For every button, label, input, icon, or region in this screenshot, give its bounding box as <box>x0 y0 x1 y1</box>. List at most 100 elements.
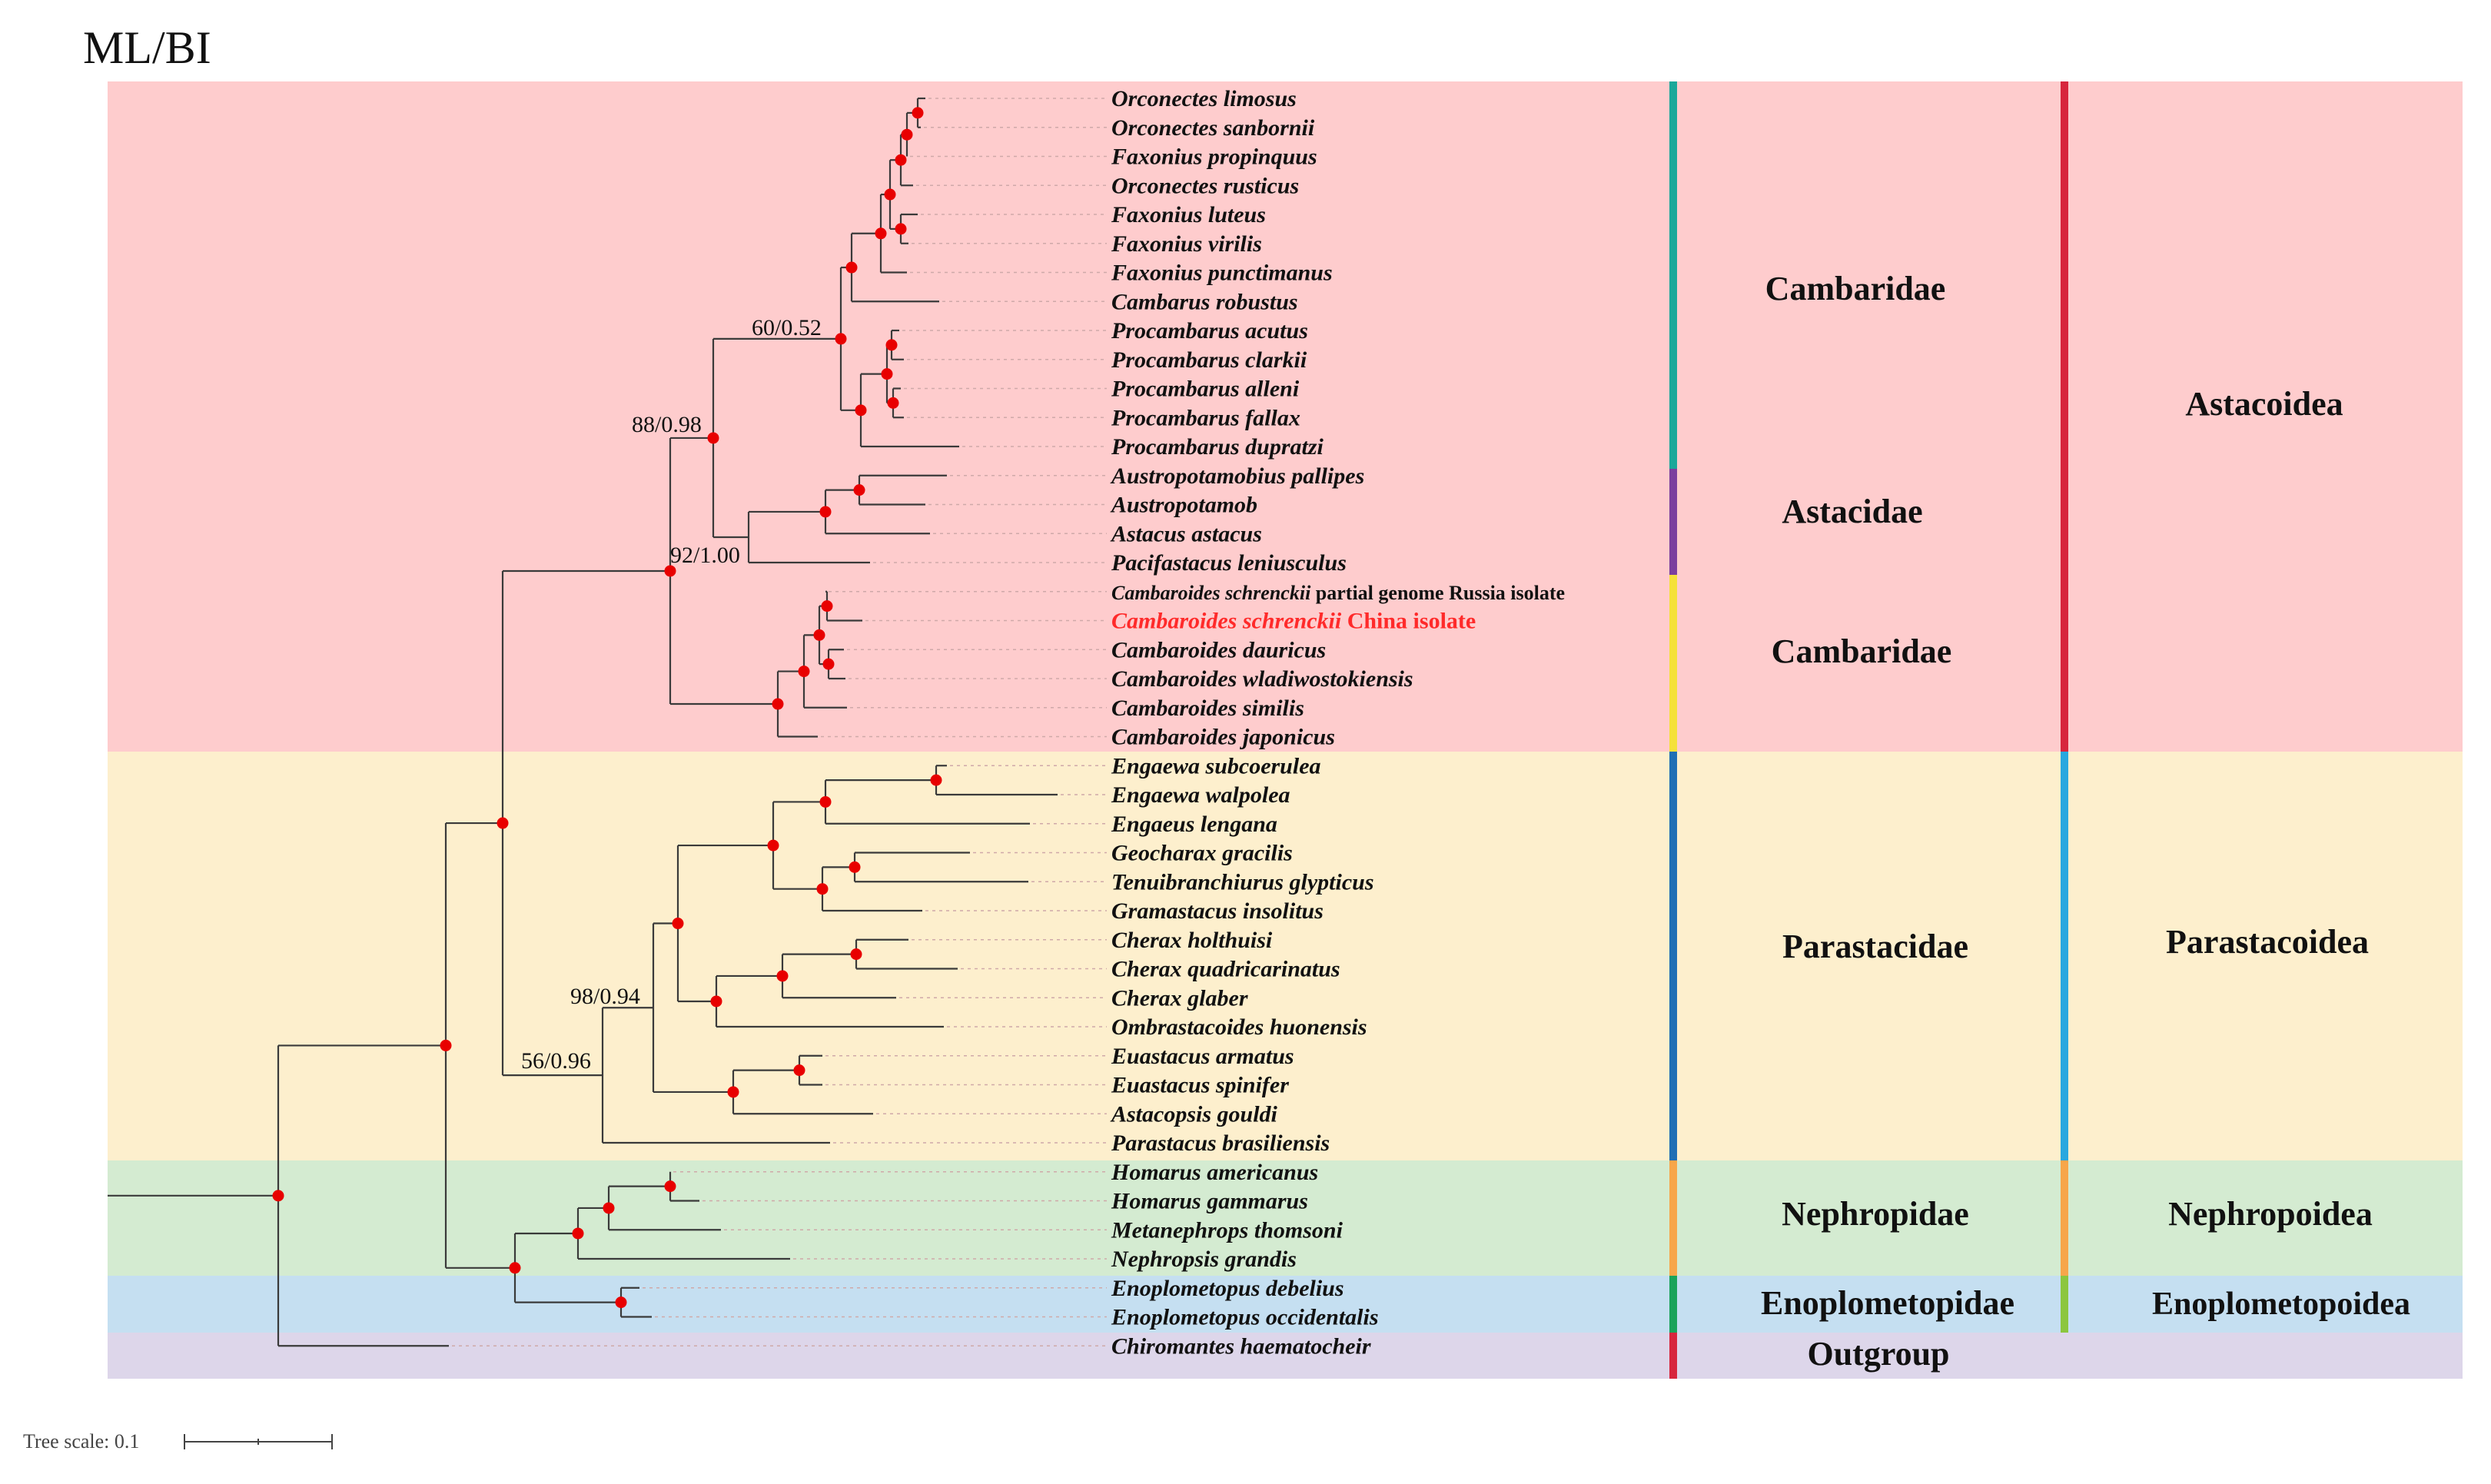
tip-label: Gramastacus insolitus <box>1111 898 1324 924</box>
tip-label: Euastacus spinifer <box>1111 1073 1289 1098</box>
scale-bar: Tree scale: 0.1 <box>23 1430 333 1452</box>
superfamily-label: Enoplometopoidea <box>2152 1286 2410 1322</box>
clade-bands <box>108 81 2463 1379</box>
node-support-marker <box>813 629 825 641</box>
tip-name: Pacifastacus leniusculus <box>1111 550 1347 576</box>
node-support-marker <box>767 839 779 852</box>
tip-name: Cambaroides japonicus <box>1111 725 1335 750</box>
tip-label: Austropotamobius pallipes <box>1110 463 1364 489</box>
tip-label: Procambarus dupratzi <box>1111 434 1324 460</box>
outgroup-band <box>108 1333 2463 1379</box>
tip-label: Astacus astacus <box>1110 521 1262 546</box>
family-color-strip <box>1669 575 1677 752</box>
tip-label: Cambaroides similis <box>1111 696 1304 721</box>
tip-label: Engaeus lengana <box>1111 812 1277 837</box>
node-support-marker <box>603 1202 615 1214</box>
tip-name: Cambarus robustus <box>1111 289 1298 314</box>
node-support-marker <box>819 506 832 518</box>
tip-name: Cambaroides wladiwostokiensis <box>1111 666 1413 692</box>
tip-name: Metanephrops thomsoni <box>1111 1217 1343 1243</box>
tip-name: Ombrastacoides huonensis <box>1111 1014 1367 1040</box>
tip-label: Homarus gammarus <box>1111 1189 1308 1214</box>
tip-name: Austropotamob <box>1110 493 1257 518</box>
tip-name: Cambaroides schrenckii <box>1111 609 1342 634</box>
node-support-marker <box>727 1086 739 1098</box>
tip-label: Enoplometopus debelius <box>1111 1276 1344 1301</box>
superfamily-annotations: Astacoidea Parastacoidea Nephropoidea Enopl… <box>2061 81 2410 1333</box>
support-value: 88/0.98 <box>632 412 702 437</box>
tip-name: Cherax quadricarinatus <box>1111 957 1340 982</box>
node-support-marker <box>895 223 907 235</box>
support-values: 60/0.52 88/0.98 92/1.00 98/0.94 56/0.96 <box>521 315 822 1074</box>
tip-label: Nephropsis grandis <box>1111 1247 1297 1272</box>
node-support-marker <box>672 918 684 930</box>
tip-label: Astacopsis gouldi <box>1110 1101 1278 1127</box>
tip-label: Procambarus acutus <box>1111 318 1308 344</box>
tip-name: Orconectes rusticus <box>1111 173 1299 198</box>
node-markers <box>272 107 942 1309</box>
tip-name: Faxonius punctimanus <box>1111 261 1333 286</box>
tip-name: Homarus gammarus <box>1111 1189 1308 1214</box>
tip-label: Orconectes sanbornii <box>1111 115 1315 141</box>
tip-name: Engaewa subcoerulea <box>1111 753 1321 779</box>
tip-label: Euastacus armatus <box>1111 1044 1294 1069</box>
node-support-marker <box>772 698 784 710</box>
tip-labels: Orconectes limosus Orconectes sanbornii Fa… <box>1110 86 1565 1359</box>
node-support-marker <box>793 1064 805 1077</box>
tip-name: Homarus americanus <box>1111 1160 1318 1185</box>
tip-label: Procambarus fallax <box>1111 405 1300 430</box>
tip-name: Cherax holthuisi <box>1111 928 1273 953</box>
node-support-marker <box>572 1227 584 1240</box>
tip-label: Faxonius luteus <box>1111 202 1266 227</box>
family-label: Nephropidae <box>1782 1195 1969 1233</box>
superfamily-color-strip <box>2061 1160 2068 1276</box>
family-color-strip <box>1669 1276 1677 1333</box>
tip-label: Faxonius propinquus <box>1111 144 1317 170</box>
tip-label: Enoplometopus occidentalis <box>1111 1305 1379 1330</box>
superfamily-label: Parastacoidea <box>2166 923 2369 961</box>
family-label: Cambaridae <box>1772 632 1952 670</box>
node-support-marker <box>776 970 789 982</box>
family-label: Enoplometopidae <box>1761 1284 2014 1322</box>
node-support-marker <box>816 883 829 895</box>
leader-lines <box>452 98 1107 1346</box>
tip-name: Cambaroides similis <box>1111 696 1304 721</box>
family-color-strip <box>1669 1160 1677 1276</box>
tip-name: Procambarus acutus <box>1111 318 1308 344</box>
tip-name: Procambarus fallax <box>1111 405 1300 430</box>
node-support-marker <box>850 948 862 961</box>
tip-label: Cherax holthuisi <box>1111 928 1273 953</box>
node-support-marker <box>707 432 719 444</box>
tip-name: Orconectes sanbornii <box>1111 115 1315 141</box>
nephropoidea-band <box>108 1160 2463 1276</box>
tip-name: Engaeus lengana <box>1111 812 1277 837</box>
tip-label: Procambarus clarkii <box>1111 347 1307 373</box>
tip-name: Gramastacus insolitus <box>1111 898 1324 924</box>
node-support-marker <box>884 188 896 201</box>
tip-label: Cambaroides japonicus <box>1111 725 1335 750</box>
node-support-marker <box>845 261 858 274</box>
node-support-marker <box>822 658 835 670</box>
tip-name: Faxonius propinquus <box>1111 144 1317 170</box>
node-support-marker <box>272 1190 284 1202</box>
node-support-marker <box>912 107 924 119</box>
node-support-marker <box>664 1180 676 1193</box>
node-support-marker <box>855 404 867 417</box>
support-value: 98/0.94 <box>570 984 640 1009</box>
tip-label: Geocharax gracilis <box>1111 841 1293 866</box>
tip-label: Homarus americanus <box>1111 1160 1318 1185</box>
tip-label: Cambaroides wladiwostokiensis <box>1111 666 1413 692</box>
tip-label: Cambaroides schrenckii partial genome Ru… <box>1111 582 1565 604</box>
tip-label: Cambarus robustus <box>1111 289 1298 314</box>
tip-name: Enoplometopus occidentalis <box>1111 1305 1379 1330</box>
family-label: Outgroup <box>1807 1335 1949 1373</box>
node-support-marker <box>819 795 832 808</box>
tip-label: Faxonius virilis <box>1111 231 1262 257</box>
superfamily-color-strip <box>2061 752 2068 1160</box>
family-label: Parastacidae <box>1782 928 1968 965</box>
tip-label: Cherax glaber <box>1111 985 1248 1011</box>
tip-name: Geocharax gracilis <box>1111 841 1293 866</box>
superfamily-label: Astacoidea <box>2185 385 2343 423</box>
superfamily-color-strip <box>2061 81 2068 752</box>
